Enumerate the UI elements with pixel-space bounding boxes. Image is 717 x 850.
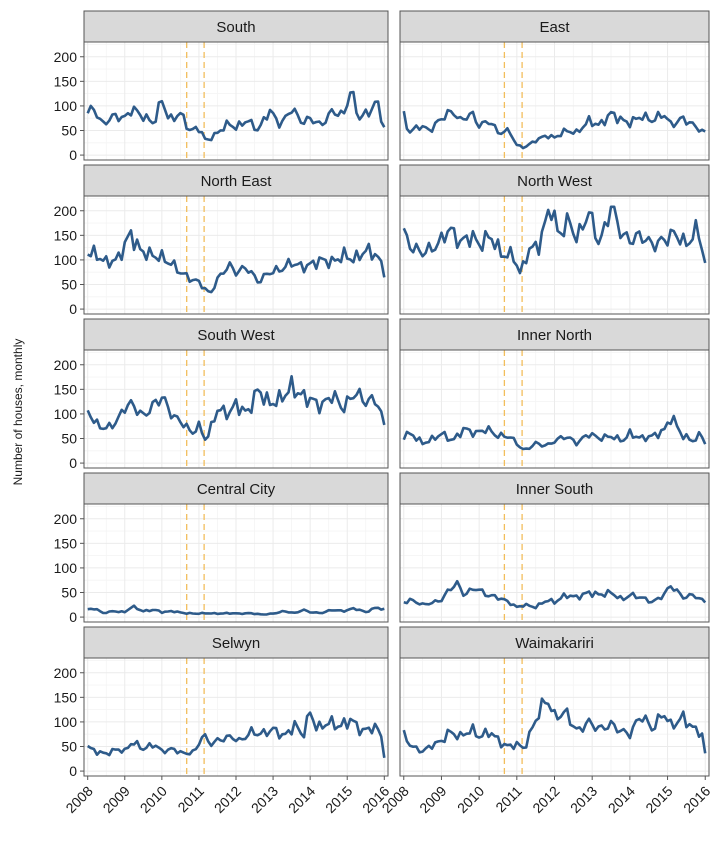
facet-panel: North West [399,164,710,315]
facet-title: East [539,19,570,36]
facet-panels: South 0 50 100 150 200 East North East 0 50 100 150… [54,10,710,779]
facet-strip [399,626,710,659]
series-line [86,374,386,442]
series-line [402,697,707,754]
x-tick-label: 2015 [322,783,355,816]
facet-panel: North East 0 50 100 150 200 [54,164,389,317]
y-tick-label: 150 [54,227,78,243]
facet-strip [83,626,389,659]
x-tick-label: 2014 [605,783,638,816]
y-tick-label: 200 [54,511,78,527]
y-tick-label: 200 [54,49,78,65]
y-tick-label: 150 [54,689,78,705]
series-line [402,205,707,275]
y-tick-label: 100 [54,98,78,114]
y-tick-label: 200 [54,357,78,373]
series-line [86,90,386,142]
facet-title: Inner South [516,481,594,498]
facet-title: Waimakariri [515,635,594,652]
y-tick-label: 100 [54,406,78,422]
facet-strip [83,472,389,505]
y-tick-label: 150 [54,535,78,551]
y-tick-label: 0 [69,147,77,163]
series-line [402,108,706,150]
y-tick-label: 100 [54,252,78,268]
x-tick-label: 2009 [416,783,449,816]
panel-border [399,503,710,623]
y-tick-label: 100 [54,714,78,730]
x-tick-label: 2010 [137,783,170,816]
facet-panel: South 0 50 100 150 200 [54,10,389,163]
y-tick-label: 50 [61,123,77,139]
x-tick-label: 2015 [642,783,675,816]
series-line [403,579,707,610]
facet-panel: South West 0 50 100 150 200 [54,318,389,471]
facet-panel: Inner North [399,318,710,469]
y-tick-label: 100 [54,560,78,576]
x-tick-label: 2008 [62,783,95,816]
x-tick-label: 2011 [492,783,525,816]
x-tick-label: 2009 [100,783,133,816]
y-tick-label: 200 [54,665,78,681]
y-tick-label: 0 [69,301,77,317]
x-tick-label: 2016 [680,783,713,816]
x-tick-label: 2012 [529,783,562,816]
panel-border [399,41,710,161]
facet-title: North West [517,173,593,190]
y-tick-label: 50 [61,431,77,447]
x-tick-label: 2012 [211,783,244,816]
y-tick-label: 0 [69,455,77,471]
series-line [402,414,707,451]
x-axis: 2008 2009 2010 2011 2012 2013 2014 2015 20162008… [62,776,713,816]
panel-border [83,195,389,315]
panel-border [399,195,710,315]
panel-border [83,503,389,623]
x-tick-label: 2013 [567,783,600,816]
y-tick-label: 50 [61,739,77,755]
facet-title: Central City [197,481,276,498]
panel-border [83,41,389,161]
facet-title: Inner North [517,327,592,344]
facet-panel: East [399,10,710,161]
facet-panel: Central City 0 50 100 150 200 [54,472,389,625]
y-tick-label: 150 [54,73,78,89]
y-tick-label: 150 [54,381,78,397]
y-tick-label: 0 [69,609,77,625]
facet-title: South [216,19,255,36]
x-tick-label: 2011 [174,783,207,816]
x-tick-label: 2014 [285,783,318,816]
panel-border [83,349,389,469]
facet-panel: Selwyn 0 50 100 150 200 [54,626,389,779]
facet-title: North East [201,173,273,190]
facet-title: South West [197,327,275,344]
facet-title: Selwyn [212,635,260,652]
facet-strip [399,164,710,197]
facet-panel: Inner South [399,472,710,623]
series-line [87,604,385,616]
series-line [87,229,386,294]
x-tick-label: 2010 [454,783,487,816]
series-line [86,711,386,758]
y-tick-label: 50 [61,585,77,601]
x-tick-label: 2013 [248,783,281,816]
y-tick-label: 0 [69,763,77,779]
facet-panel: Waimakariri [399,626,710,777]
y-axis-label: Number of houses, monthly [11,339,25,486]
facet-strip [83,164,389,197]
facet-strip [83,10,389,43]
y-tick-label: 200 [54,203,78,219]
panel-border [399,349,710,469]
y-tick-label: 50 [61,277,77,293]
